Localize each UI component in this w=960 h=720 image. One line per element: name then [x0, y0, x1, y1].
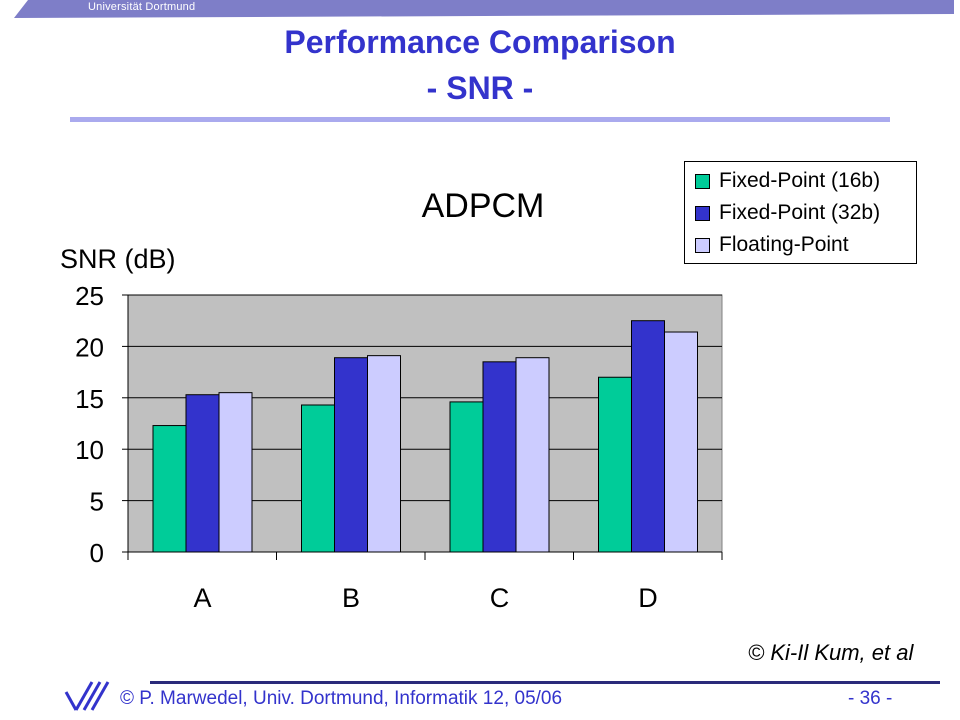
university-header-band: Universität Dortmund	[14, 0, 954, 18]
x-tick-label: B	[342, 583, 360, 613]
bar	[334, 357, 368, 553]
legend-label-floating: Floating-Point	[719, 233, 849, 256]
bar	[367, 355, 401, 553]
footer-author: © P. Marwedel, Univ. Dortmund, Informati…	[120, 688, 563, 709]
bar	[631, 320, 665, 553]
header-band-shape	[14, 0, 954, 18]
slide-subtitle: - SNR -	[426, 70, 534, 106]
legend-swatch-floating	[695, 237, 710, 253]
bar	[449, 401, 484, 553]
page-number: - 36 -	[848, 688, 893, 709]
title-underline	[70, 117, 890, 122]
bars	[152, 320, 698, 553]
legend-label-fixed-16b: Fixed-Point (16b)	[719, 169, 881, 192]
bar	[515, 357, 550, 553]
bar	[152, 425, 187, 553]
university-logo-icon	[64, 681, 110, 711]
y-tick-label: 0	[90, 538, 104, 568]
y-tick-label: 25	[75, 281, 104, 311]
bar	[598, 376, 632, 553]
axes	[122, 294, 723, 560]
x-tick-label: D	[638, 583, 658, 613]
y-tick-label: 10	[75, 435, 104, 465]
bar	[185, 394, 220, 553]
legend-item-floating: Floating-Point	[695, 232, 849, 258]
snr-bar-chart: ADPCM SNR (dB) 0 5 10 15 20 25 A B C D	[60, 187, 723, 613]
y-tick-labels: 0 5 10 15 20 25	[75, 281, 104, 568]
x-tick-label: C	[490, 583, 510, 613]
legend-item-fixed-32b: Fixed-Point (32b)	[695, 200, 880, 226]
slide-title: Performance Comparison	[284, 24, 676, 60]
y-tick-label: 15	[75, 384, 104, 414]
legend-label-fixed-32b: Fixed-Point (32b)	[719, 201, 881, 224]
footer-rule	[150, 681, 940, 684]
bar	[664, 331, 698, 553]
legend-swatch-fixed-32b	[695, 205, 710, 221]
y-tick-label: 20	[75, 332, 104, 362]
y-axis-label: SNR (dB)	[60, 244, 176, 274]
chart-legend: Fixed-Point (16b) Fixed-Point (32b) Floa…	[684, 161, 917, 264]
university-name: Universität Dortmund	[88, 1, 196, 13]
bar	[218, 392, 253, 553]
x-tick-labels: A B C D	[193, 583, 657, 613]
bar	[301, 404, 335, 553]
legend-swatch-fixed-16b	[695, 173, 710, 189]
x-tick-label: A	[193, 583, 211, 613]
chart-credit: © Ki-Il Kum, et al	[748, 640, 914, 665]
bar	[482, 361, 517, 553]
y-tick-label: 5	[90, 487, 104, 517]
chart-title: ADPCM	[422, 187, 545, 225]
legend-item-fixed-16b: Fixed-Point (16b)	[695, 168, 880, 194]
